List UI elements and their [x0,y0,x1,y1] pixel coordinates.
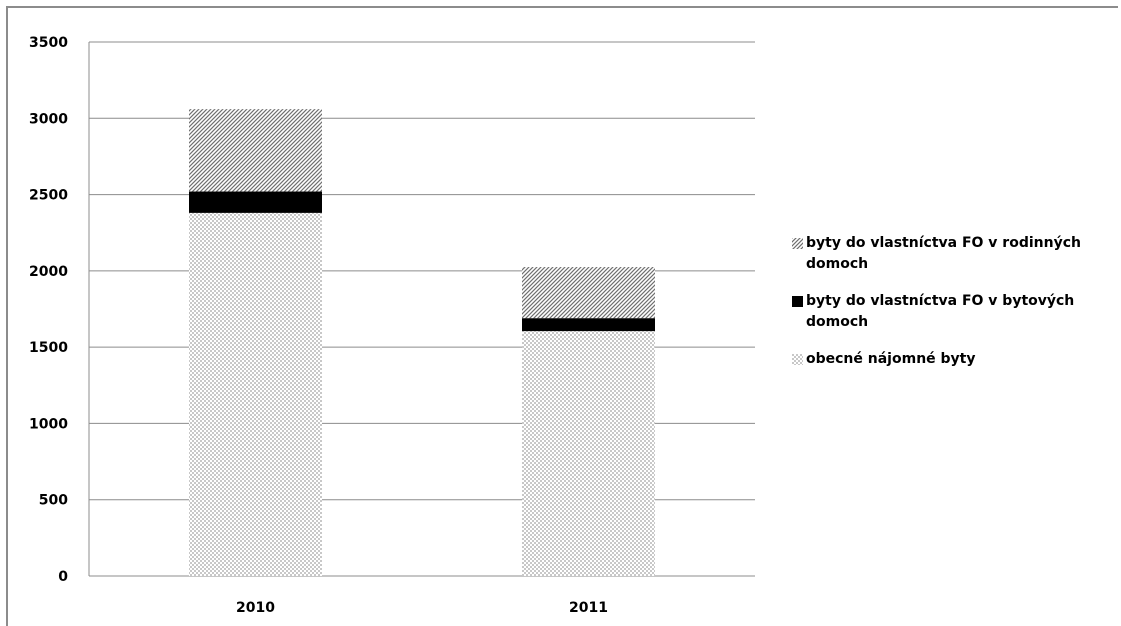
legend-swatch [792,238,803,249]
legend-label: obecné nájomné byty [806,351,976,367]
y-tick-label: 2500 [29,188,68,204]
y-tick-label: 1500 [29,340,68,356]
legend-item: byty do vlastníctva FO v rodinných domoc… [792,233,1121,275]
y-tick-label: 3000 [29,111,68,127]
x-tick-label: 2010 [236,600,275,616]
y-tick-label: 0 [58,569,68,585]
legend: byty do vlastníctva FO v rodinných domoc… [792,233,1121,386]
legend-label: byty do vlastníctva FO v rodinných domoc… [806,235,1081,272]
y-tick-label: 1000 [29,416,68,432]
gridlines [89,41,755,577]
legend-item: obecné nájomné byty [792,349,1121,370]
bar-segment [189,109,322,192]
bars [189,109,655,576]
bar-segment [189,212,322,576]
bar-segment [522,267,655,319]
bar-segment [189,191,322,213]
chart-frame [6,6,1118,626]
legend-swatch [792,296,803,307]
legend-label: byty do vlastníctva FO v bytových domoch [806,293,1075,330]
bar-segment [522,318,655,332]
legend-swatch [792,354,803,365]
y-tick-label: 2000 [29,264,68,280]
bar-segment [522,331,655,576]
x-tick-label: 2011 [569,600,608,616]
y-tick-label: 3500 [29,35,68,51]
y-tick-labels: 0 500 1000 1500 2000 2500 3000 3500 [29,35,68,585]
x-tick-labels: 2010 2011 [236,600,608,616]
y-tick-label: 500 [39,493,68,509]
legend-item: byty do vlastníctva FO v bytových domoch [792,291,1121,333]
